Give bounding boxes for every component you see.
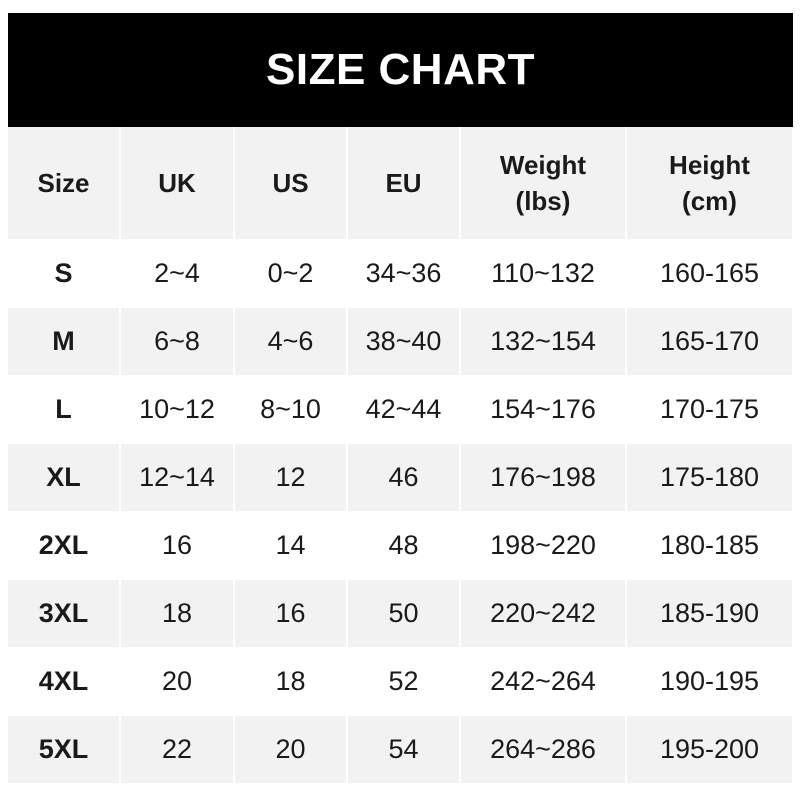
table-row: 3XL 18 16 50 220~242 185-190 [8, 580, 794, 648]
column-header-uk: UK [121, 127, 235, 240]
cell-us: 16 [235, 580, 348, 648]
column-header-text: Height [669, 149, 750, 180]
cell-weight: 198~220 [461, 512, 627, 580]
cell-uk: 2~4 [121, 240, 235, 308]
cell-height: 195-200 [627, 716, 794, 784]
cell-us: 20 [235, 716, 348, 784]
cell-height: 190-195 [627, 648, 794, 716]
header-row: Size UK US EU Weight (lbs) Height (cm) [8, 127, 794, 240]
cell-size: M [8, 308, 121, 376]
column-header-weight: Weight (lbs) [461, 127, 627, 240]
table-row: S 2~4 0~2 34~36 110~132 160-165 [8, 240, 794, 308]
cell-eu: 48 [348, 512, 461, 580]
cell-uk: 18 [121, 580, 235, 648]
table-row: L 10~12 8~10 42~44 154~176 170-175 [8, 376, 794, 444]
cell-weight: 176~198 [461, 444, 627, 512]
column-header-text: Size [37, 167, 90, 198]
column-header-text: (lbs) [515, 186, 571, 216]
cell-us: 14 [235, 512, 348, 580]
cell-size: S [8, 240, 121, 308]
cell-height: 175-180 [627, 444, 794, 512]
cell-us: 8~10 [235, 376, 348, 444]
column-header-text: EU [385, 167, 422, 198]
size-chart-title: SIZE CHART [8, 13, 793, 127]
cell-weight: 220~242 [461, 580, 627, 648]
column-header-eu: EU [348, 127, 461, 240]
cell-size: 5XL [8, 716, 121, 784]
table-row: 2XL 16 14 48 198~220 180-185 [8, 512, 794, 580]
column-header-text: US [272, 167, 309, 198]
table-row: XL 12~14 12 46 176~198 175-180 [8, 444, 794, 512]
cell-size: L [8, 376, 121, 444]
cell-eu: 46 [348, 444, 461, 512]
column-header-size: Size [8, 127, 121, 240]
cell-eu: 38~40 [348, 308, 461, 376]
cell-uk: 22 [121, 716, 235, 784]
cell-height: 160-165 [627, 240, 794, 308]
cell-us: 0~2 [235, 240, 348, 308]
cell-uk: 16 [121, 512, 235, 580]
cell-us: 12 [235, 444, 348, 512]
column-header-text: Weight [499, 149, 587, 180]
cell-size: XL [8, 444, 121, 512]
table-row: M 6~8 4~6 38~40 132~154 165-170 [8, 308, 794, 376]
cell-height: 170-175 [627, 376, 794, 444]
column-header-text: (cm) [682, 186, 737, 216]
cell-weight: 110~132 [461, 240, 627, 308]
cell-size: 2XL [8, 512, 121, 580]
column-header-height: Height (cm) [627, 127, 794, 240]
cell-us: 18 [235, 648, 348, 716]
table-row: 5XL 22 20 54 264~286 195-200 [8, 716, 794, 784]
cell-eu: 34~36 [348, 240, 461, 308]
cell-size: 4XL [8, 648, 121, 716]
cell-size: 3XL [8, 580, 121, 648]
cell-uk: 12~14 [121, 444, 235, 512]
cell-height: 180-185 [627, 512, 794, 580]
cell-weight: 132~154 [461, 308, 627, 376]
cell-height: 165-170 [627, 308, 794, 376]
column-header-text: UK [158, 167, 196, 198]
cell-uk: 6~8 [121, 308, 235, 376]
cell-eu: 54 [348, 716, 461, 784]
cell-height: 185-190 [627, 580, 794, 648]
cell-weight: 154~176 [461, 376, 627, 444]
cell-eu: 52 [348, 648, 461, 716]
cell-eu: 42~44 [348, 376, 461, 444]
cell-eu: 50 [348, 580, 461, 648]
size-chart-table: Size UK US EU Weight (lbs) Height (cm) S 2~4 0~2 3… [8, 127, 794, 784]
cell-uk: 10~12 [121, 376, 235, 444]
cell-weight: 264~286 [461, 716, 627, 784]
cell-uk: 20 [121, 648, 235, 716]
cell-us: 4~6 [235, 308, 348, 376]
column-header-us: US [235, 127, 348, 240]
table-row: 4XL 20 18 52 242~264 190-195 [8, 648, 794, 716]
cell-weight: 242~264 [461, 648, 627, 716]
